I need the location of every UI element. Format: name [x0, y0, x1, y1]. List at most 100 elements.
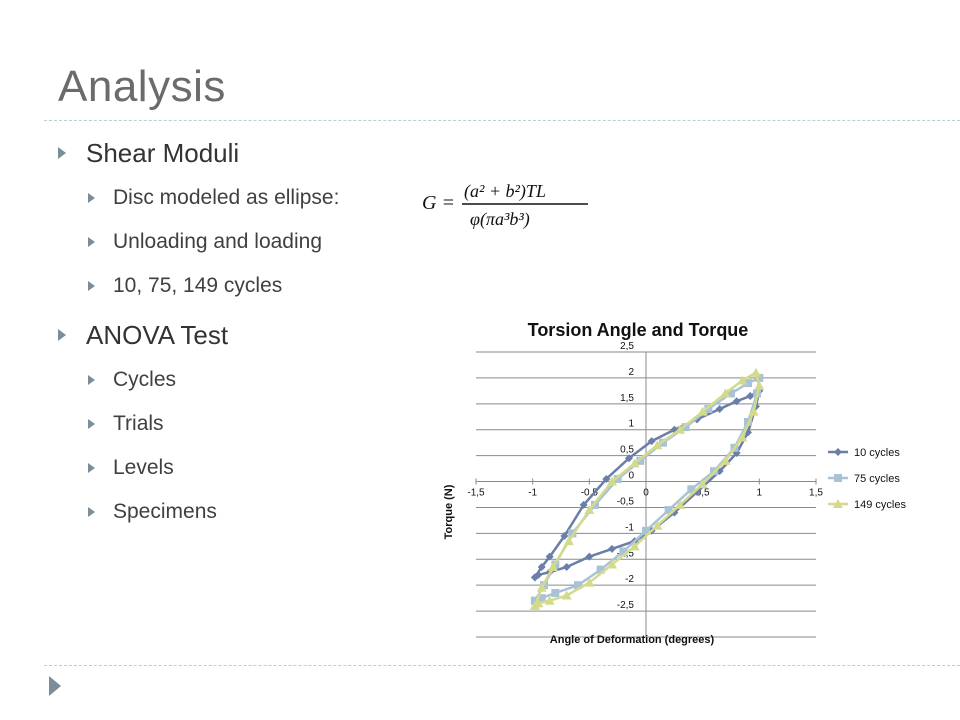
- data-point: [579, 500, 588, 509]
- bottom-divider: [44, 665, 960, 666]
- data-point: [715, 467, 724, 476]
- data-point: [584, 577, 595, 587]
- formula-denominator: φ(πa³b³): [470, 209, 530, 230]
- x-tick-label: 1,5: [809, 488, 823, 499]
- sub-bullet-label: 10, 75, 149 cycles: [113, 274, 283, 297]
- formula-numerator: (a² + b²)TL: [464, 181, 546, 202]
- y-tick-label: -2,5: [617, 600, 635, 611]
- chart-axes: 2,521,510,50-0,5-1-1,5-2-2,5-1,5-1-0,500…: [467, 341, 823, 637]
- bullet-anova-test: ANOVA Test: [58, 312, 339, 358]
- torsion-chart: Torsion Angle and Torque 2,5 2 1,5 1 0,5 0 -0,…: [443, 320, 906, 646]
- sub-bullet: Specimens: [58, 490, 339, 534]
- data-point: [748, 406, 759, 416]
- sub-bullet: Unloading and loading: [58, 220, 339, 264]
- bullet-arrow-icon: [88, 281, 95, 291]
- bullet-arrow-icon: [88, 193, 95, 203]
- data-point: [607, 476, 617, 486]
- data-point: [744, 428, 752, 437]
- sub-bullet: 10, 75, 149 cycles: [58, 264, 339, 308]
- data-point: [647, 437, 656, 446]
- data-point: [664, 506, 673, 515]
- data-point: [561, 590, 572, 600]
- data-point: [530, 596, 539, 605]
- data-point: [746, 392, 755, 401]
- y-tick-label: 0: [628, 471, 634, 482]
- data-point: [536, 582, 547, 592]
- data-point: [675, 499, 685, 509]
- legend-item: 75 cycles: [828, 473, 900, 485]
- data-point: [697, 406, 708, 416]
- data-point: [619, 547, 628, 556]
- data-point: [574, 581, 582, 590]
- data-point: [737, 375, 748, 385]
- sub-bullet-label: Levels: [113, 456, 174, 479]
- data-point: [607, 559, 617, 569]
- sub-bullet-label: Disc modeled as ellipse:: [113, 186, 340, 209]
- sub-bullet: Cycles: [58, 358, 339, 402]
- data-point: [551, 588, 560, 597]
- data-point: [737, 432, 748, 442]
- series-line: [533, 388, 762, 579]
- bullet-arrow-icon: [58, 147, 66, 159]
- data-point: [560, 531, 569, 540]
- y-tick-label: 0,5: [620, 445, 634, 456]
- series-0: [530, 386, 764, 582]
- sub-bullet-label: Unloading and loading: [113, 230, 323, 253]
- bullet-label: ANOVA Test: [86, 319, 229, 350]
- data-point: [568, 529, 577, 538]
- chart-title: Torsion Angle and Torque: [528, 320, 749, 340]
- x-tick-label: 0,5: [696, 488, 710, 499]
- data-point: [715, 405, 724, 413]
- data-point: [548, 562, 559, 572]
- sub-bullet: Levels: [58, 446, 339, 490]
- data-point: [750, 367, 761, 377]
- data-point: [681, 423, 690, 432]
- bullet-arrow-icon: [88, 507, 95, 517]
- y-tick-label: -0,5: [617, 496, 635, 507]
- data-point: [720, 388, 731, 398]
- data-point: [670, 508, 679, 517]
- series-2: [529, 367, 765, 610]
- formula-lhs: G =: [422, 192, 455, 214]
- legend-marker: [834, 474, 842, 482]
- y-tick-label: 2: [628, 367, 634, 378]
- data-point: [652, 440, 663, 450]
- data-point: [687, 485, 696, 494]
- data-point: [529, 600, 540, 610]
- y-tick-label: -2: [625, 574, 634, 585]
- legend-marker: [833, 499, 843, 508]
- x-axis-label: Angle of Deformation (degrees): [550, 634, 715, 646]
- data-point: [720, 455, 731, 465]
- data-point: [675, 424, 685, 434]
- data-point: [537, 594, 546, 603]
- data-point: [596, 565, 605, 574]
- data-point: [608, 544, 616, 553]
- y-tick-label: -1: [625, 522, 634, 533]
- data-point: [544, 595, 555, 605]
- sub-bullet-label: Trials: [113, 412, 164, 435]
- slide-title: Analysis: [58, 62, 226, 111]
- x-tick-label: -1,5: [467, 488, 485, 499]
- bullet-shear-moduli: Shear Moduli: [58, 130, 339, 176]
- legend-label: 10 cycles: [854, 447, 900, 459]
- data-point: [697, 479, 708, 489]
- bullet-arrow-icon: [58, 329, 66, 341]
- data-point: [636, 456, 645, 465]
- data-point: [704, 405, 713, 413]
- legend-item: 149 cycles: [828, 499, 906, 511]
- data-point: [562, 563, 571, 572]
- data-point: [563, 536, 574, 546]
- data-point: [732, 397, 741, 406]
- bullet-arrow-icon: [88, 237, 95, 247]
- legend-label: 75 cycles: [854, 473, 900, 485]
- bullet-label: Shear Moduli: [86, 137, 240, 168]
- x-tick-label: -1: [528, 488, 537, 499]
- data-point: [629, 458, 640, 468]
- shear-modulus-formula: G = (a² + b²)TL φ(πa³b³): [422, 181, 588, 230]
- bullet-arrow-icon: [88, 463, 95, 473]
- data-point: [585, 552, 594, 561]
- data-point: [602, 474, 611, 483]
- y-tick-label: 1: [628, 419, 634, 430]
- data-point: [545, 552, 554, 561]
- data-point: [591, 500, 599, 509]
